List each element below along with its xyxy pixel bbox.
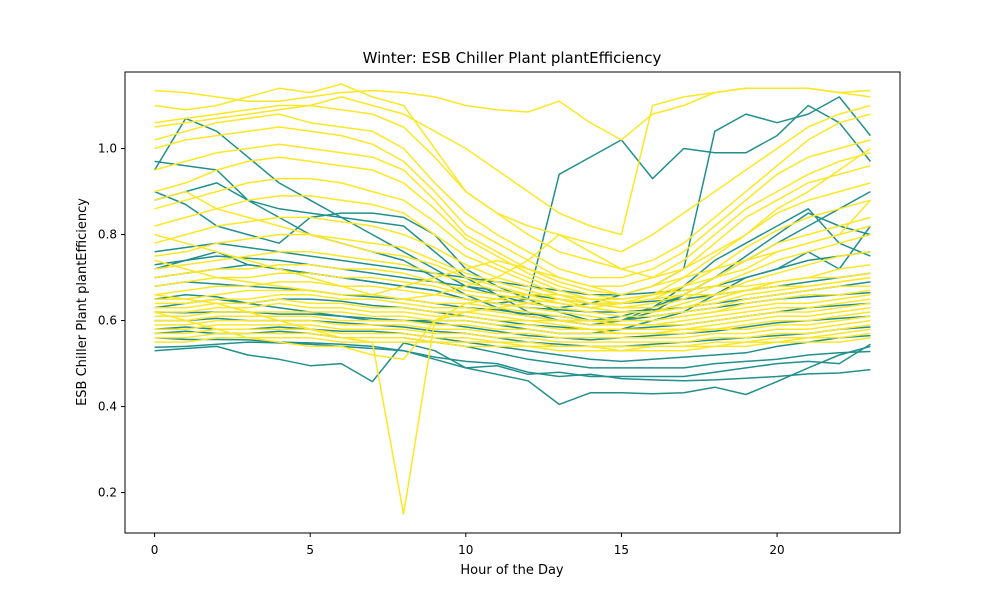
- series-line-41: [154, 324, 871, 343]
- x-tick-label: 10: [458, 543, 473, 557]
- series-line-23: [154, 126, 871, 287]
- x-axis-ticks: 0 5 10 15 20: [151, 533, 785, 557]
- series-line-37: [154, 302, 871, 330]
- series-line-48: [154, 147, 871, 300]
- series-lines: [153, 83, 872, 515]
- series-line-20: [154, 83, 871, 253]
- series-line-22: [154, 113, 871, 279]
- series-line-45: [154, 272, 871, 515]
- series-line-43: [154, 332, 871, 352]
- series-line-14: [154, 182, 871, 326]
- series-line-4: [154, 330, 871, 369]
- y-tick-label: 0.2: [98, 486, 117, 500]
- series-line-49: [154, 87, 871, 236]
- series-line-1: [154, 342, 871, 383]
- y-tick-label: 0.6: [98, 314, 117, 328]
- series-line-18: [154, 225, 872, 335]
- y-tick-label: 0.8: [98, 228, 117, 242]
- chart-title: Winter: ESB Chiller Plant plantEfficienc…: [363, 49, 662, 67]
- series-line-38: [154, 311, 871, 335]
- series-line-2: [154, 341, 871, 382]
- series-line-29: [154, 233, 871, 313]
- plot-frame: [124, 71, 901, 534]
- series-line-21: [154, 104, 871, 270]
- y-axis-ticks: 0.2 0.4 0.6 0.8 1.0: [98, 142, 125, 500]
- series-line-32: [154, 272, 871, 318]
- x-tick-label: 15: [614, 543, 629, 557]
- y-axis-label: ESB Chiller Plant plantEfficiency: [75, 198, 90, 406]
- series-line-24: [154, 143, 871, 296]
- y-tick-label: 1.0: [98, 142, 117, 156]
- series-line-5: [154, 326, 871, 363]
- series-line-28: [154, 216, 871, 309]
- series-line-44: [154, 337, 871, 352]
- series-line-50: [154, 190, 871, 309]
- series-line-47: [154, 225, 871, 296]
- series-line-26: [154, 177, 871, 305]
- x-tick-label: 20: [769, 543, 784, 557]
- series-line-27: [154, 195, 871, 309]
- series-line-34: [154, 289, 871, 322]
- y-tick-label: 0.4: [98, 400, 117, 414]
- x-tick-label: 5: [306, 543, 314, 557]
- series-line-40: [154, 319, 871, 339]
- series-line-36: [154, 298, 871, 326]
- series-line-46: [154, 276, 871, 361]
- x-axis-label: Hour of the Day: [460, 563, 564, 578]
- series-line-35: [154, 294, 871, 326]
- series-line-39: [154, 315, 871, 335]
- x-tick-label: 0: [151, 543, 159, 557]
